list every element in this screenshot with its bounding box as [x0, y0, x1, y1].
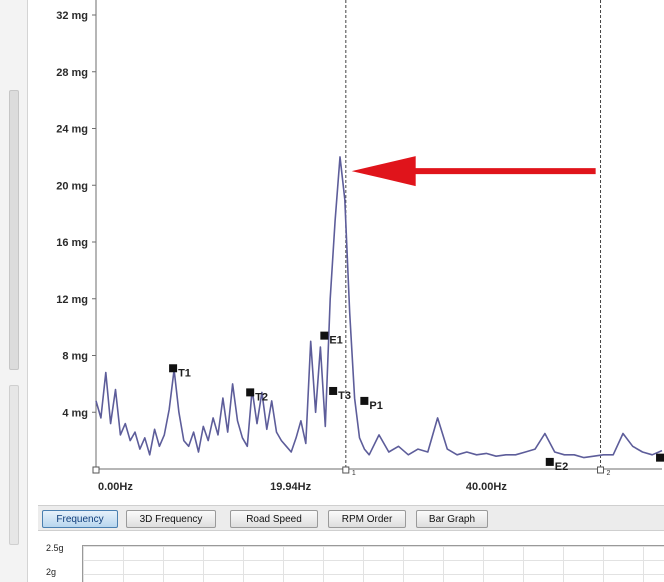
- peak-marker-label: T1: [178, 367, 191, 379]
- x-tick-label: 0.00Hz: [98, 481, 133, 493]
- graph-mode-tabbar: Frequency 3D Frequency Road Speed RPM Or…: [38, 505, 664, 531]
- peak-marker-t[interactable]: [656, 453, 664, 462]
- peak-marker-t2[interactable]: [246, 388, 255, 397]
- peak-marker-t1[interactable]: [169, 364, 178, 373]
- origin-handle[interactable]: [92, 466, 100, 474]
- cursor-handle-2[interactable]: [597, 466, 605, 474]
- frequency-spectrum-chart[interactable]: 4 mg 8 mg 12 mg 16 mg 20 mg 24 mg 28 mg 32 mg 0.…: [0, 0, 664, 500]
- y-tick-label: 24 mg: [56, 124, 88, 136]
- tab-rpm-order[interactable]: RPM Order: [328, 510, 406, 528]
- spectrum-series-line: [95, 156, 663, 459]
- cursor-handle-1[interactable]: [342, 466, 350, 474]
- tab-frequency[interactable]: Frequency: [42, 510, 118, 528]
- y-tick-label: 32 mg: [56, 10, 88, 22]
- lower-ytick-label: 2g: [46, 567, 57, 577]
- scrollbar-thumb[interactable]: [9, 90, 19, 370]
- y-tick-label: 20 mg: [56, 180, 88, 192]
- peak-marker-e1[interactable]: [320, 331, 329, 340]
- x-tick-label: 19.94Hz: [270, 481, 311, 493]
- cursor-label: 1: [352, 470, 356, 477]
- peak-marker-label: P1: [369, 400, 382, 412]
- peak-marker-label: T3: [338, 390, 351, 402]
- peak-marker-label: E1: [329, 335, 342, 347]
- y-tick-label: 12 mg: [56, 294, 88, 306]
- peak-marker-t3[interactable]: [329, 386, 338, 395]
- scrollbar-track-lower[interactable]: [9, 385, 19, 545]
- x-tick-label: 40.00Hz: [466, 481, 507, 493]
- tab-bar-graph[interactable]: Bar Graph: [416, 510, 488, 528]
- lower-ytick-label: 2.5g: [46, 543, 64, 553]
- peak-marker-e2[interactable]: [545, 457, 554, 466]
- lower-plot-area[interactable]: [82, 545, 664, 582]
- peak-marker-label: E2: [555, 461, 568, 473]
- y-tick-label: 28 mg: [56, 67, 88, 79]
- lower-acceleration-chart[interactable]: 2.5g 2g: [38, 537, 664, 582]
- left-panel-scrollbar[interactable]: [0, 0, 28, 582]
- y-tick-label: 8 mg: [62, 351, 88, 363]
- y-tick-label: 16 mg: [56, 237, 88, 249]
- cursor-label: 2: [607, 470, 611, 477]
- tab-3d-frequency[interactable]: 3D Frequency: [126, 510, 216, 528]
- peak-marker-label: T2: [255, 391, 268, 403]
- y-tick-label: 4 mg: [62, 407, 88, 419]
- peak-marker-p1[interactable]: [360, 396, 369, 405]
- tab-road-speed[interactable]: Road Speed: [230, 510, 318, 528]
- red-arrow-head-icon: [351, 156, 416, 187]
